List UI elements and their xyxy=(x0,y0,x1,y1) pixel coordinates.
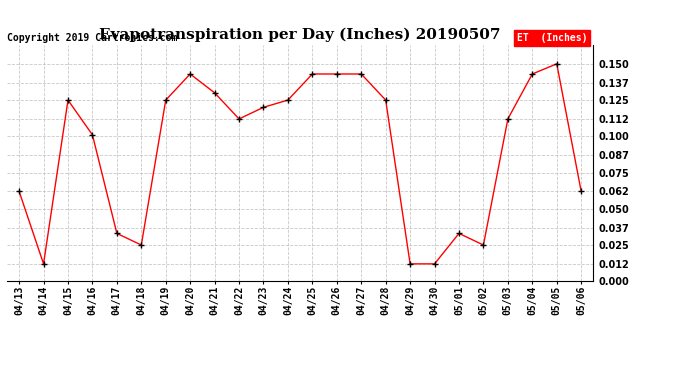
Title: Evapotranspiration per Day (Inches) 20190507: Evapotranspiration per Day (Inches) 2019… xyxy=(99,28,501,42)
Text: Copyright 2019 Cartronics.com: Copyright 2019 Cartronics.com xyxy=(7,33,177,43)
Text: ET  (Inches): ET (Inches) xyxy=(517,33,587,43)
